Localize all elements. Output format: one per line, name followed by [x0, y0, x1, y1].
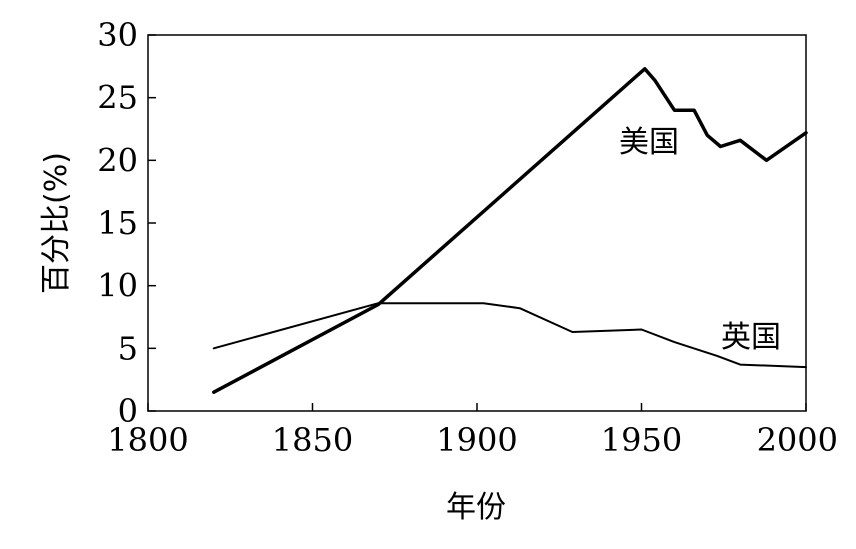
axes: 0 5 10 15 20 25 30 1800 1850 1900 1950 2000 — [97, 16, 838, 459]
y-tick-label: 10 — [97, 267, 138, 305]
series-line-uk — [212, 302, 807, 369]
y-tick-label: 0 — [118, 392, 138, 430]
plot-frame — [147, 34, 807, 412]
x-axis-label: 年份 — [446, 490, 506, 525]
y-tick-label: 20 — [97, 141, 138, 179]
series-line-usa — [212, 67, 808, 394]
y-tick-label: 15 — [97, 204, 138, 242]
series-label-usa: 美国 — [619, 125, 679, 160]
x-tick-label: 1800 — [107, 421, 188, 459]
series-label-uk: 英国 — [721, 320, 781, 355]
labels-group: 年份 百分比(%) 美国 英国 — [39, 125, 781, 525]
x-tick-label: 1900 — [436, 421, 517, 459]
y-tick-label: 25 — [97, 79, 138, 117]
series-group — [212, 67, 808, 394]
y-axis-label: 百分比(%) — [39, 152, 74, 294]
x-tick-label: 1950 — [601, 421, 682, 459]
y-tick-label: 30 — [97, 16, 138, 54]
x-tick-label: 2000 — [757, 421, 838, 459]
y-tick-label: 5 — [118, 329, 138, 367]
x-tick-label: 1850 — [272, 421, 353, 459]
